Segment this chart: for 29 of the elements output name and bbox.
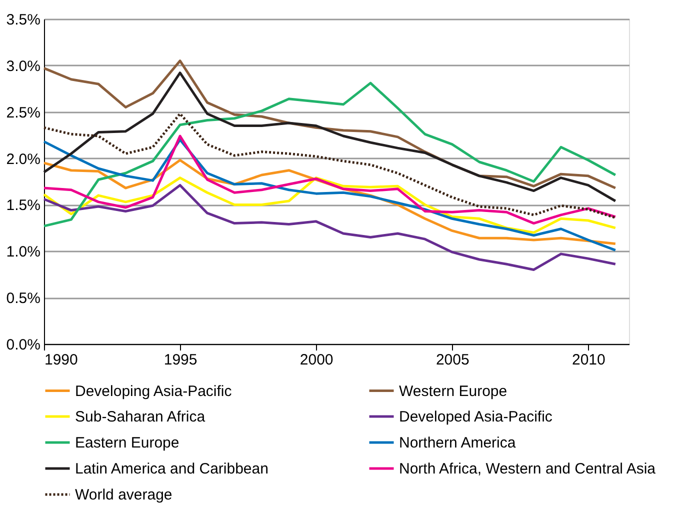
legend-label: Northern America <box>399 434 516 452</box>
legend-label: Eastern Europe <box>75 434 180 452</box>
legend-label: Developing Asia-Pacific <box>75 382 232 400</box>
x-tick-label: 2000 <box>300 352 334 368</box>
legend-label: Sub-Saharan Africa <box>75 408 206 426</box>
y-tick-label: 1.5% <box>6 197 40 214</box>
y-tick-label: 3.0% <box>6 58 40 75</box>
line-series <box>42 134 617 225</box>
legend-label: Developed Asia-Pacific <box>399 408 553 426</box>
legend-label: North Africa, Western and Central Asia <box>399 460 656 478</box>
y-tick-label: 1.0% <box>6 244 40 261</box>
y-tick-label: 2.5% <box>6 104 40 122</box>
x-tick-label: 2005 <box>436 352 470 368</box>
line-series <box>42 184 617 271</box>
y-tick-label: 3.5% <box>6 12 40 28</box>
y-tick-label: 0.0% <box>6 336 40 354</box>
line-series <box>42 72 617 202</box>
line-series <box>42 82 617 228</box>
legend-label: Latin America and Caribbean <box>75 460 268 478</box>
line-series <box>42 112 617 219</box>
x-tick-label: 1990 <box>44 352 78 368</box>
legend-label: World average <box>75 486 172 504</box>
x-tick-label: 1995 <box>164 352 198 368</box>
x-tick-label: 2010 <box>572 352 606 368</box>
y-tick-label: 2.0% <box>6 150 40 168</box>
legend-label: Western Europe <box>399 382 508 400</box>
line-series <box>42 176 617 234</box>
line-series <box>42 138 617 252</box>
y-tick-label: 0.5% <box>6 290 40 308</box>
